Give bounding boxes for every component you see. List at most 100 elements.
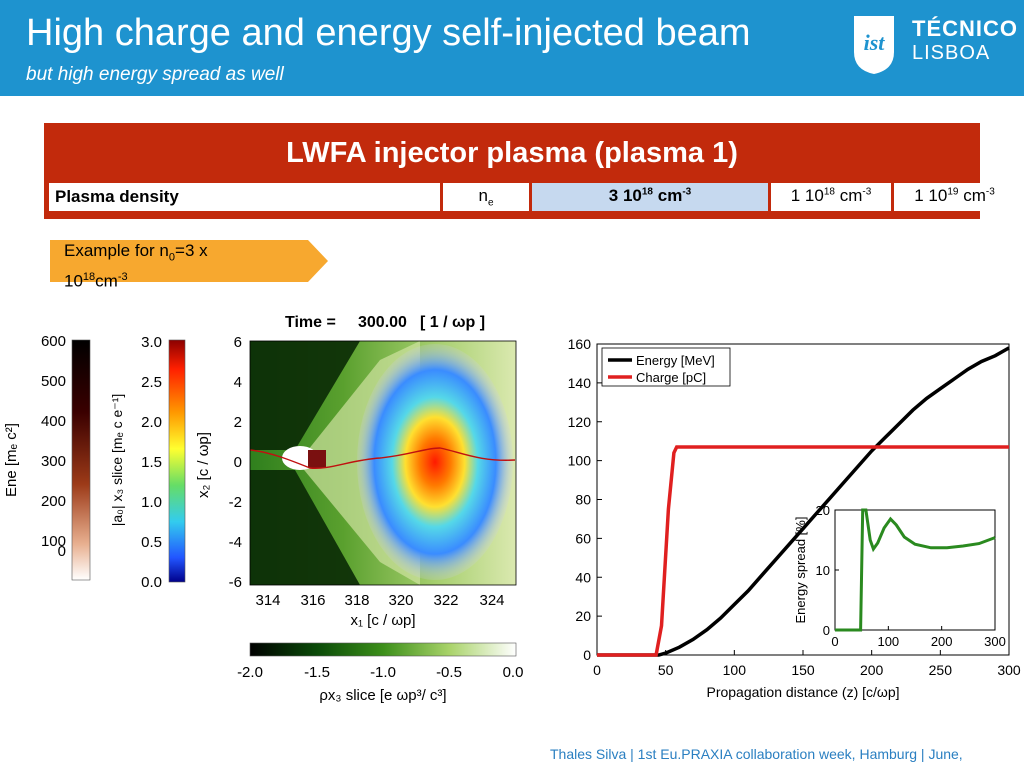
- x2-tick: 0: [234, 454, 242, 471]
- inset-x-tick-label: 100: [877, 634, 899, 649]
- time-value: 300.00: [358, 314, 407, 331]
- x2-axis-label: x₂ [c / ωp]: [195, 432, 212, 498]
- x-tick-label: 50: [658, 662, 674, 678]
- series-line-charge: [597, 445, 1009, 657]
- simulation-map: [250, 341, 516, 585]
- x2-tick: 6: [234, 334, 242, 351]
- density-symbol-sub: e: [487, 197, 494, 209]
- example-line1: Example for n: [64, 241, 169, 260]
- ene-tick: 200: [41, 493, 66, 510]
- x2-tick: 2: [234, 414, 242, 431]
- y-tick-label: 20: [575, 608, 591, 624]
- callout-arrow-shape: [50, 240, 328, 282]
- x-tick-label: 150: [791, 662, 815, 678]
- example-exp: 18: [82, 271, 96, 284]
- example-line1b: =3 x: [175, 241, 208, 260]
- x1-tick: 318: [344, 592, 369, 609]
- inset-y-tick-label: 0: [823, 623, 830, 638]
- density-main-value: 3 1018 cm-3: [532, 183, 768, 211]
- inset-x-tick-label: 300: [984, 634, 1006, 649]
- x2-tick: -2: [229, 494, 242, 511]
- x-tick-label: 200: [860, 662, 884, 678]
- slide-title: High charge and energy self-injected bea…: [26, 12, 751, 54]
- plasma-density-label: Plasma density: [49, 183, 440, 211]
- example-unit-exp: -3: [117, 271, 128, 284]
- x-tick-label: 100: [723, 662, 747, 678]
- a0-tick: 2.5: [141, 374, 162, 391]
- footer-credit: Thales Silva | 1st Eu.PRAXIA collaborati…: [550, 746, 963, 762]
- x-axis-label: Propagation distance (z) [c/ωp]: [706, 684, 899, 700]
- y-tick-label: 120: [568, 414, 592, 430]
- series-line-energy: [597, 346, 1010, 657]
- x1-tick: 320: [388, 592, 413, 609]
- alt2-exp: 19: [947, 186, 959, 198]
- ene-tick: 600: [41, 333, 66, 350]
- main-unit-exp: -3: [682, 186, 692, 198]
- a0-tick: 0.5: [141, 534, 162, 551]
- y-tick-label: 60: [575, 530, 591, 546]
- header-bar: High charge and energy self-injected bea…: [0, 0, 1024, 96]
- example-unit: cm: [95, 272, 118, 292]
- slide-subtitle: but high energy spread as well: [26, 64, 284, 85]
- rho-colorbar-ticks: -2.0 -1.5 -1.0 -0.5 0.0: [237, 664, 523, 681]
- logo-mark-text: ist: [864, 30, 886, 55]
- rho-tick: -2.0: [237, 664, 263, 681]
- rho-tick: -1.0: [370, 664, 396, 681]
- example-sub: 0: [168, 251, 176, 264]
- x2-axis-ticks: 6 4 2 0 -2 -4 -6: [229, 334, 242, 591]
- a0-tick: 0.0: [141, 574, 162, 591]
- inset-y-axis-label: Energy spread [%]: [793, 517, 808, 624]
- rho-tick: 0.0: [503, 664, 524, 681]
- ene-tick: 0: [58, 543, 66, 560]
- ist-shield-icon: ist: [854, 16, 894, 74]
- a0-tick: 1.5: [141, 454, 162, 471]
- x2-tick: 4: [234, 374, 242, 391]
- ene-colorbar-label: Ene [mₑ c²]: [3, 423, 20, 497]
- example-callout: Example for n0=3 x 1018cm-3: [50, 240, 328, 291]
- y-tick-label: 40: [575, 569, 591, 585]
- ene-colorbar-ticks: 600 500 400 300 200 100 0: [41, 333, 66, 560]
- plasma-parameter-panel: LWFA injector plasma (plasma 1) Plasma d…: [44, 123, 1015, 219]
- x2-tick: -4: [229, 534, 242, 551]
- main-value: 3 10: [608, 186, 642, 205]
- alt1-unit: cm: [839, 186, 863, 205]
- alt1-unit-exp: -3: [862, 186, 872, 198]
- y-tick-label: 160: [568, 336, 592, 352]
- ene-colorbar: [71, 339, 91, 581]
- rho-colorbar-label: ρx₃ slice [e ωp³/ c³]: [319, 687, 446, 704]
- rho-tick: -1.5: [304, 664, 330, 681]
- a0-tick: 1.0: [141, 494, 162, 511]
- inset-x-tick-label: 200: [931, 634, 953, 649]
- x-tick-label: 300: [997, 662, 1021, 678]
- rho-colorbar: [249, 642, 517, 657]
- alt1-exp: 18: [823, 186, 835, 198]
- y-tick-label: 0: [583, 647, 591, 663]
- a0-colorbar-label: |a₀| x₃ slice [mₑ c e⁻¹]: [109, 394, 125, 527]
- legend-entry: Energy [MeV]: [636, 353, 715, 368]
- ene-tick: 100: [41, 533, 66, 550]
- a0-tick: 3.0: [141, 334, 162, 351]
- x2-tick: -6: [229, 574, 242, 591]
- inset-y-tick-label: 10: [816, 563, 830, 578]
- simulation-figure: Time = 300.00 [ 1 / ωp ] Ene [mₑ c²] 600…: [3, 314, 523, 704]
- example-line2: 10: [64, 272, 83, 292]
- legend-box: [601, 347, 731, 387]
- logo-text-tecnico: TÉCNICO: [912, 16, 1018, 41]
- alt1-value: 1 10: [790, 186, 824, 205]
- tecnico-lisboa-logo: ist TÉCNICO LISBOA: [852, 14, 1017, 76]
- panel-title: LWFA injector plasma (plasma 1): [286, 137, 738, 169]
- inset-plot-frame: [834, 509, 996, 631]
- ene-tick: 400: [41, 413, 66, 430]
- alt2-unit-exp: -3: [985, 186, 995, 198]
- ene-tick: 500: [41, 373, 66, 390]
- main-exp: 18: [641, 186, 653, 198]
- example-callout-text: Example for n0=3 x 1018cm-3: [64, 241, 208, 292]
- logo-text-lisboa: LISBOA: [912, 42, 991, 64]
- y-tick-label: 100: [568, 453, 592, 469]
- x1-tick: 324: [479, 592, 504, 609]
- x1-tick: 322: [433, 592, 458, 609]
- x1-axis-ticks: 314 316 318 320 322 324: [255, 592, 504, 609]
- alt2-value: 1 10: [914, 186, 948, 205]
- density-symbol-n: n: [478, 186, 488, 205]
- x-tick-label: 250: [929, 662, 953, 678]
